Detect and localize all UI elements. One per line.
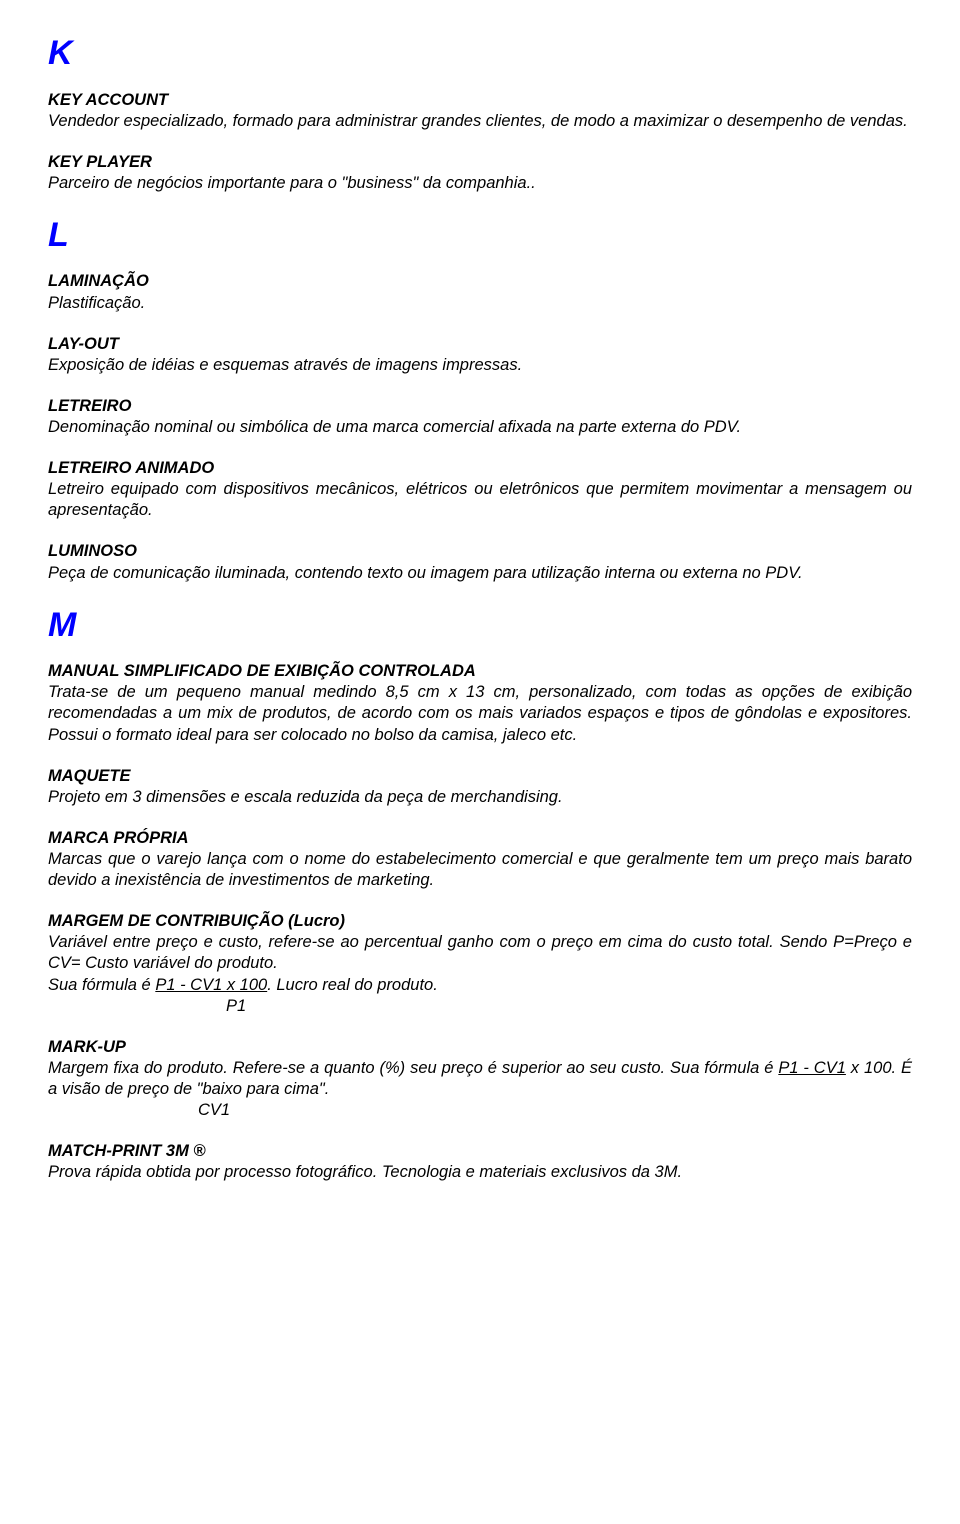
entry-maquete: MAQUETE Projeto em 3 dimensões e escala … xyxy=(48,766,912,808)
definition: Prova rápida obtida por processo fotográ… xyxy=(48,1162,912,1183)
term: MARK-UP xyxy=(48,1037,912,1058)
definition: Marcas que o varejo lança com o nome do … xyxy=(48,849,912,891)
entry-luminoso: LUMINOSO Peça de comunicação iluminada, … xyxy=(48,541,912,583)
definition: Exposição de idéias e esquemas através d… xyxy=(48,355,912,376)
entry-laminacao: LAMINAÇÃO Plastificação. xyxy=(48,271,912,313)
entry-key-player: KEY PLAYER Parceiro de negócios importan… xyxy=(48,152,912,194)
term: LUMINOSO xyxy=(48,541,912,562)
term: LAY-OUT xyxy=(48,334,912,355)
formula-pre: Margem fixa do produto. Refere-se a quan… xyxy=(48,1059,778,1077)
formula-denominator: CV1 xyxy=(48,1100,912,1121)
term: LAMINAÇÃO xyxy=(48,271,912,292)
formula-post: . Lucro real do produto. xyxy=(267,976,438,994)
term: MARCA PRÓPRIA xyxy=(48,828,912,849)
section-letter-l: L xyxy=(48,214,912,258)
definition-line1: Variável entre preço e custo, refere-se … xyxy=(48,932,912,974)
formula-underline: P1 - CV1 x 100 xyxy=(155,976,267,994)
formula-underline: P1 - CV1 xyxy=(778,1059,846,1077)
definition-line1: Margem fixa do produto. Refere-se a quan… xyxy=(48,1058,912,1100)
entry-letreiro: LETREIRO Denominação nominal ou simbólic… xyxy=(48,396,912,438)
term: MANUAL SIMPLIFICADO DE EXIBIÇÃO CONTROLA… xyxy=(48,661,912,682)
definition: Plastificação. xyxy=(48,293,912,314)
term: LETREIRO xyxy=(48,396,912,417)
definition-line2: Sua fórmula é P1 - CV1 x 100. Lucro real… xyxy=(48,975,912,996)
entry-margem-contribuicao: MARGEM DE CONTRIBUIÇÃO (Lucro) Variável … xyxy=(48,911,912,1017)
definition: Letreiro equipado com dispositivos mecân… xyxy=(48,479,912,521)
section-letter-m: M xyxy=(48,604,912,648)
term: MATCH-PRINT 3M ® xyxy=(48,1141,912,1162)
definition: Trata-se de um pequeno manual medindo 8,… xyxy=(48,682,912,745)
definition: Parceiro de negócios importante para o "… xyxy=(48,173,912,194)
entry-match-print: MATCH-PRINT 3M ® Prova rápida obtida por… xyxy=(48,1141,912,1183)
term: LETREIRO ANIMADO xyxy=(48,458,912,479)
section-letter-k: K xyxy=(48,32,912,76)
definition: Peça de comunicação iluminada, contendo … xyxy=(48,563,912,584)
term: MAQUETE xyxy=(48,766,912,787)
entry-key-account: KEY ACCOUNT Vendedor especializado, form… xyxy=(48,90,912,132)
entry-layout: LAY-OUT Exposição de idéias e esquemas a… xyxy=(48,334,912,376)
definition: Projeto em 3 dimensões e escala reduzida… xyxy=(48,787,912,808)
definition: Denominação nominal ou simbólica de uma … xyxy=(48,417,912,438)
entry-marca-propria: MARCA PRÓPRIA Marcas que o varejo lança … xyxy=(48,828,912,891)
formula-denominator: P1 xyxy=(48,996,912,1017)
formula-pre: Sua fórmula é xyxy=(48,976,155,994)
entry-markup: MARK-UP Margem fixa do produto. Refere-s… xyxy=(48,1037,912,1121)
entry-letreiro-animado: LETREIRO ANIMADO Letreiro equipado com d… xyxy=(48,458,912,521)
term: KEY ACCOUNT xyxy=(48,90,912,111)
term: KEY PLAYER xyxy=(48,152,912,173)
definition: Vendedor especializado, formado para adm… xyxy=(48,111,912,132)
entry-manual-simplificado: MANUAL SIMPLIFICADO DE EXIBIÇÃO CONTROLA… xyxy=(48,661,912,745)
term: MARGEM DE CONTRIBUIÇÃO (Lucro) xyxy=(48,911,912,932)
